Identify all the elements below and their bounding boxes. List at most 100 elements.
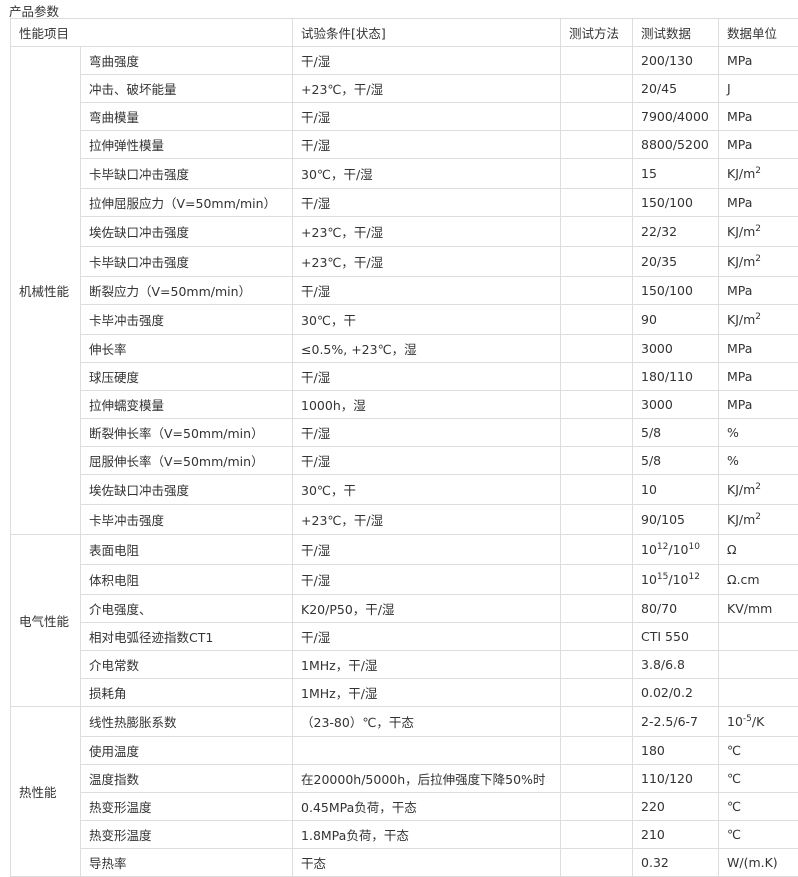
cell-item: 弯曲模量 — [81, 103, 293, 131]
cell-cond: K20/P50，干/湿 — [293, 595, 561, 623]
cell-item: 卡毕冲击强度 — [81, 305, 293, 335]
cell-data: 7900/4000 — [633, 103, 719, 131]
cell-cond: 30℃，干 — [293, 475, 561, 505]
cell-data: 150/100 — [633, 189, 719, 217]
cell-method — [561, 419, 633, 447]
cell-cond: 30℃，干 — [293, 305, 561, 335]
cell-unit: MPa — [719, 335, 798, 363]
cell-cond: 干/湿 — [293, 131, 561, 159]
cell-cond: （23-80）℃，干态 — [293, 707, 561, 737]
cell-unit: KJ/m2 — [719, 475, 798, 505]
cell-method — [561, 651, 633, 679]
header-unit: 数据单位 — [719, 19, 798, 47]
cell-cond: +23℃，干/湿 — [293, 247, 561, 277]
cell-item: 断裂应力（V=50mm/min） — [81, 277, 293, 305]
cell-data: 110/120 — [633, 765, 719, 793]
cell-unit: KJ/m2 — [719, 217, 798, 247]
cell-cond: 0.45MPa负荷，干态 — [293, 793, 561, 821]
cell-data: 5/8 — [633, 419, 719, 447]
cell-cond: 干/湿 — [293, 447, 561, 475]
cell-unit: Ω.cm — [719, 565, 798, 595]
cell-method — [561, 821, 633, 849]
cell-item: 断裂伸长率（V=50mm/min） — [81, 419, 293, 447]
cell-method — [561, 505, 633, 535]
cell-method — [561, 849, 633, 877]
cell-data: 0.02/0.2 — [633, 679, 719, 707]
cell-item: 使用温度 — [81, 737, 293, 765]
cell-item: 热变形温度 — [81, 793, 293, 821]
cell-unit: KJ/m2 — [719, 305, 798, 335]
cell-unit: KJ/m2 — [719, 159, 798, 189]
cell-item: 温度指数 — [81, 765, 293, 793]
cell-data: 20/35 — [633, 247, 719, 277]
cell-data: 220 — [633, 793, 719, 821]
cell-unit: MPa — [719, 391, 798, 419]
cell-item: 伸长率 — [81, 335, 293, 363]
cell-item: 导热率 — [81, 849, 293, 877]
cell-item: 拉伸弹性模量 — [81, 131, 293, 159]
cell-cond: 1000h，湿 — [293, 391, 561, 419]
header-method: 测试方法 — [561, 19, 633, 47]
cell-item: 埃佐缺口冲击强度 — [81, 475, 293, 505]
header-item: 性能项目 — [11, 19, 293, 47]
cell-unit — [719, 679, 798, 707]
cell-item: 相对电弧径迹指数CT1 — [81, 623, 293, 651]
cell-cond: 干/湿 — [293, 103, 561, 131]
cell-item: 拉伸屈服应力（V=50mm/min） — [81, 189, 293, 217]
cell-data: 8800/5200 — [633, 131, 719, 159]
cell-method — [561, 189, 633, 217]
cell-unit: ℃ — [719, 737, 798, 765]
cell-unit: Ω — [719, 535, 798, 565]
cell-item: 卡毕缺口冲击强度 — [81, 159, 293, 189]
cell-unit: ℃ — [719, 793, 798, 821]
cell-data: 5/8 — [633, 447, 719, 475]
cell-item: 卡毕冲击强度 — [81, 505, 293, 535]
cell-method — [561, 535, 633, 565]
cell-item: 屈服伸长率（V=50mm/min） — [81, 447, 293, 475]
cell-unit: MPa — [719, 131, 798, 159]
cell-unit: 10-5/K — [719, 707, 798, 737]
cell-data: 1012/1010 — [633, 535, 719, 565]
cell-data: 2-2.5/6-7 — [633, 707, 719, 737]
cell-method — [561, 47, 633, 75]
cell-unit — [719, 623, 798, 651]
cell-data: 90/105 — [633, 505, 719, 535]
cell-unit: MPa — [719, 277, 798, 305]
cell-method — [561, 103, 633, 131]
cell-unit: KV/mm — [719, 595, 798, 623]
cell-method — [561, 363, 633, 391]
cell-item: 球压硬度 — [81, 363, 293, 391]
cell-unit: MPa — [719, 189, 798, 217]
cell-cond: 干/湿 — [293, 363, 561, 391]
table-row: 使用温度 180℃ — [11, 737, 798, 765]
cell-method — [561, 793, 633, 821]
cell-cond: 干/湿 — [293, 277, 561, 305]
cell-item: 埃佐缺口冲击强度 — [81, 217, 293, 247]
cell-data: 180/110 — [633, 363, 719, 391]
cell-method — [561, 765, 633, 793]
cell-method — [561, 335, 633, 363]
cell-item: 表面电阻 — [81, 535, 293, 565]
cell-method — [561, 277, 633, 305]
cell-data: 180 — [633, 737, 719, 765]
cell-cond: 干/湿 — [293, 419, 561, 447]
cell-method — [561, 623, 633, 651]
group-label: 电气性能 — [11, 535, 81, 707]
